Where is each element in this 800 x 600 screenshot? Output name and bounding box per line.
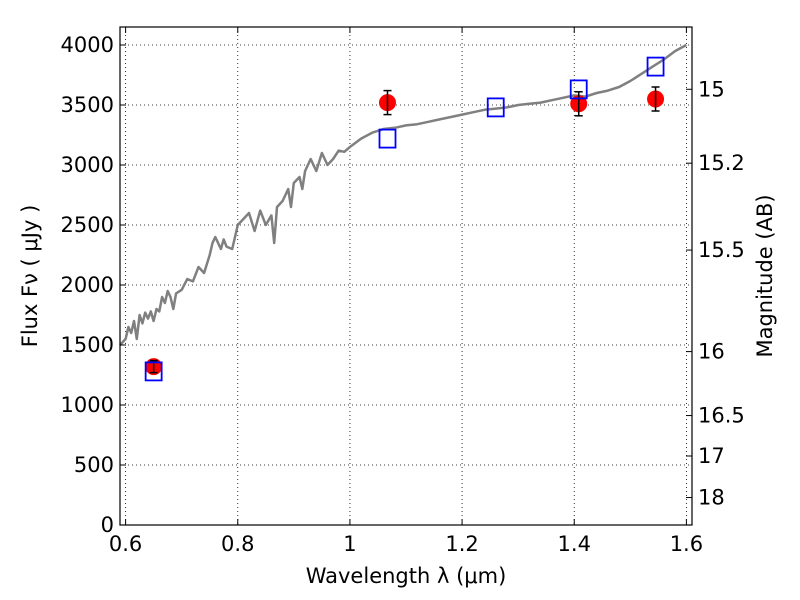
- y2-tick-label: 17: [698, 444, 725, 468]
- spectrum-series: [119, 43, 687, 346]
- y2-tick-label: 15: [698, 77, 725, 101]
- x-axis: 0.6 0.8 1 1.2 1.4 1.6: [109, 27, 703, 556]
- x-tick-label: 1: [343, 532, 356, 556]
- y2-tick-label: 15.5: [698, 238, 745, 262]
- model-series: [144, 56, 665, 382]
- x-tick-label: 1.2: [445, 532, 478, 556]
- spectrum-line: [119, 43, 687, 346]
- y-tick-label: 1000: [61, 393, 114, 417]
- model-point: [378, 128, 397, 149]
- y-tick-label: 0: [101, 513, 114, 537]
- y-tick-label: 3500: [61, 93, 114, 117]
- y-tick-label: 1500: [61, 333, 114, 357]
- y2-tick-label: 16: [698, 340, 725, 364]
- y2-tick-label: 18: [698, 486, 725, 510]
- model-point: [144, 361, 163, 382]
- model-point: [646, 56, 665, 77]
- y-tick-label: 2500: [61, 213, 114, 237]
- y2-tick-label: 16.5: [698, 404, 745, 428]
- grid-lines: [120, 27, 692, 526]
- y2-axis-title: Magnitude (AB): [753, 194, 777, 357]
- y-axis-title: Flux Fν ( μJy ): [18, 205, 42, 348]
- y2-tick-label: 15.2: [698, 151, 745, 175]
- y-tick-label: 3000: [61, 153, 114, 177]
- x-tick-label: 0.6: [109, 532, 142, 556]
- y-tick-label: 2000: [61, 273, 114, 297]
- observed-series: [145, 86, 665, 376]
- x-axis-title: Wavelength λ (μm): [306, 564, 507, 588]
- y2-axis: 15 15.2 15.5 16 16.5 17 18: [686, 77, 745, 510]
- y-tick-label: 500: [74, 453, 114, 477]
- y-axis: 0 500 1000 1500 2000 2500 3000 3500 4000: [61, 33, 126, 537]
- x-tick-label: 0.8: [221, 532, 254, 556]
- model-point: [486, 97, 505, 118]
- y-tick-label: 4000: [61, 33, 114, 57]
- x-tick-label: 1.4: [558, 532, 591, 556]
- x-tick-label: 1.6: [670, 532, 703, 556]
- model-point: [569, 79, 588, 100]
- plot-frame: [119, 26, 693, 526]
